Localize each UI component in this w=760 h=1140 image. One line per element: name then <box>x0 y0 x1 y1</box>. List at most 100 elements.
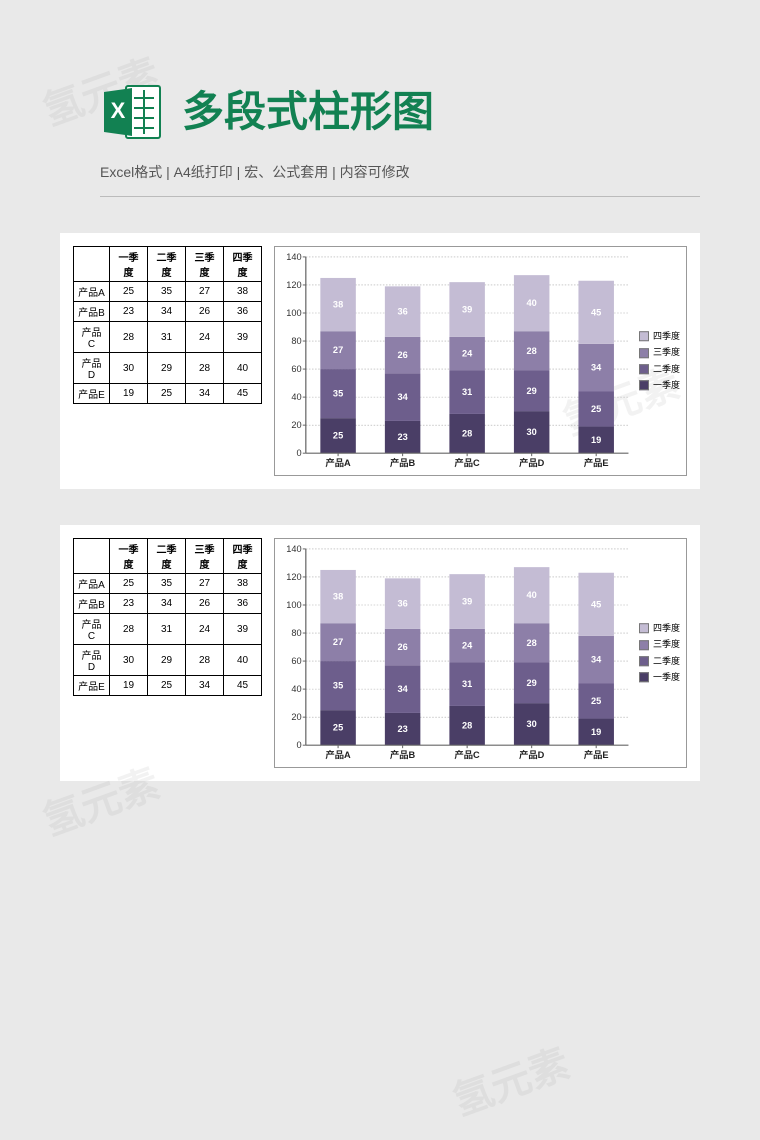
bar-value-label: 23 <box>397 432 407 442</box>
bar-value-label: 24 <box>462 349 472 359</box>
x-tick-label: 产品B <box>390 457 416 468</box>
table-cell: 40 <box>224 353 262 384</box>
table-header: 四季度 <box>224 247 262 282</box>
table-row: 产品A25352738 <box>74 574 262 594</box>
table-header: 三季度 <box>186 247 224 282</box>
x-tick-label: 产品D <box>519 457 545 468</box>
bar-value-label: 25 <box>591 696 601 706</box>
table-cell: 38 <box>224 282 262 302</box>
bar-value-label: 36 <box>397 599 407 609</box>
table-cell: 25 <box>148 384 186 404</box>
bar-value-label: 26 <box>397 642 407 652</box>
bar-value-label: 29 <box>527 678 537 688</box>
legend-item: 二季度 <box>639 654 680 668</box>
table-cell: 36 <box>224 302 262 322</box>
table-cell: 45 <box>224 384 262 404</box>
legend-item: 二季度 <box>639 362 680 376</box>
table-cell: 28 <box>186 645 224 676</box>
bar-value-label: 19 <box>591 435 601 445</box>
y-tick-label: 80 <box>291 628 301 638</box>
bar-value-label: 29 <box>527 386 537 396</box>
table-cell: 产品B <box>74 594 110 614</box>
x-tick-label: 产品D <box>519 749 545 760</box>
header: X 多段式柱形图 <box>0 0 760 154</box>
table-cell: 23 <box>110 594 148 614</box>
table-cell: 28 <box>110 322 148 353</box>
table-cell: 39 <box>224 322 262 353</box>
bar-value-label: 34 <box>397 684 407 694</box>
table-row: 产品C28312439 <box>74 614 262 645</box>
bar-value-label: 38 <box>333 592 343 602</box>
table-cell: 24 <box>186 614 224 645</box>
y-tick-label: 120 <box>286 572 301 582</box>
legend-label: 四季度 <box>653 621 680 635</box>
svg-text:X: X <box>111 98 126 123</box>
y-tick-label: 60 <box>291 656 301 666</box>
table-row: 产品A25352738 <box>74 282 262 302</box>
table-cell: 35 <box>148 282 186 302</box>
stacked-bar-chart: 02040608010012014025352738产品A23342636产品B… <box>274 538 687 768</box>
table-cell: 产品E <box>74 384 110 404</box>
bar-value-label: 34 <box>591 655 601 665</box>
table-cell: 34 <box>148 594 186 614</box>
table-cell: 23 <box>110 302 148 322</box>
x-tick-label: 产品B <box>390 749 416 760</box>
legend-swatch <box>639 673 649 683</box>
table-cell: 26 <box>186 302 224 322</box>
page-title: 多段式柱形图 <box>182 91 434 133</box>
bar-value-label: 30 <box>527 427 537 437</box>
y-tick-label: 140 <box>286 252 301 262</box>
y-tick-label: 40 <box>291 392 301 402</box>
bar-value-label: 19 <box>591 727 601 737</box>
chart-panel-2: 一季度二季度三季度四季度产品A25352738产品B23342636产品C283… <box>60 525 700 781</box>
table-header <box>74 539 110 574</box>
y-tick-label: 20 <box>291 420 301 430</box>
table-row: 产品B23342636 <box>74 302 262 322</box>
y-tick-label: 120 <box>286 280 301 290</box>
table-cell: 25 <box>110 574 148 594</box>
y-tick-label: 0 <box>297 740 302 750</box>
data-table: 一季度二季度三季度四季度产品A25352738产品B23342636产品C283… <box>73 246 262 404</box>
bar-value-label: 24 <box>462 641 472 651</box>
bar-value-label: 25 <box>333 723 343 733</box>
legend-label: 四季度 <box>653 329 680 343</box>
table-cell: 产品B <box>74 302 110 322</box>
bar-value-label: 45 <box>591 599 601 609</box>
table-cell: 19 <box>110 676 148 696</box>
legend-label: 二季度 <box>653 654 680 668</box>
watermark: 氢元素 <box>444 1031 577 1127</box>
page-subtitle: Excel格式 | A4纸打印 | 宏、公式套用 | 内容可修改 <box>0 154 760 186</box>
table-cell: 39 <box>224 614 262 645</box>
y-tick-label: 20 <box>291 712 301 722</box>
legend-item: 一季度 <box>639 378 680 392</box>
table-row: 产品C28312439 <box>74 322 262 353</box>
y-tick-label: 40 <box>291 684 301 694</box>
table-wrap: 一季度二季度三季度四季度产品A25352738产品B23342636产品C283… <box>73 538 262 768</box>
bar-value-label: 35 <box>333 389 343 399</box>
table-cell: 30 <box>110 645 148 676</box>
legend-swatch <box>639 656 649 666</box>
table-header: 一季度 <box>110 247 148 282</box>
legend-swatch <box>639 364 649 374</box>
table-cell: 19 <box>110 384 148 404</box>
table-row: 产品E19253445 <box>74 676 262 696</box>
stacked-bar-chart: 02040608010012014025352738产品A23342636产品B… <box>274 246 687 476</box>
bar-value-label: 31 <box>462 679 472 689</box>
bar-value-label: 30 <box>527 719 537 729</box>
table-cell: 24 <box>186 322 224 353</box>
bar-value-label: 26 <box>397 350 407 360</box>
bar-value-label: 38 <box>333 300 343 310</box>
table-cell: 34 <box>186 384 224 404</box>
bar-value-label: 39 <box>462 597 472 607</box>
table-header: 二季度 <box>148 247 186 282</box>
legend-label: 三季度 <box>653 638 680 652</box>
table-header: 三季度 <box>186 539 224 574</box>
bar-value-label: 28 <box>527 346 537 356</box>
x-tick-label: 产品E <box>584 749 609 760</box>
y-tick-label: 0 <box>297 448 302 458</box>
table-cell: 34 <box>148 302 186 322</box>
table-header: 一季度 <box>110 539 148 574</box>
legend-swatch <box>639 381 649 391</box>
table-header: 四季度 <box>224 539 262 574</box>
bar-value-label: 25 <box>591 404 601 414</box>
